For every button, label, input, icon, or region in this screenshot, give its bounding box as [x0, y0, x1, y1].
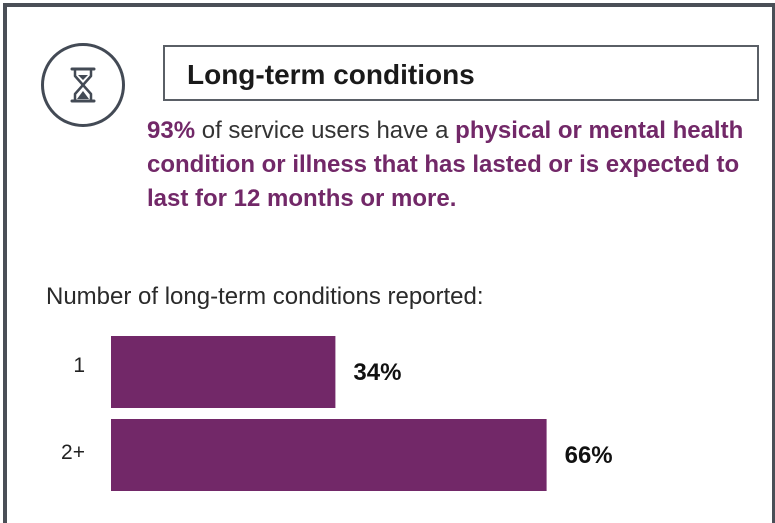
frame-left-border	[3, 3, 7, 523]
data-label-2: 66%	[565, 442, 613, 469]
stat-plain-text: of service users have a	[195, 117, 456, 144]
hourglass-icon	[41, 43, 125, 127]
category-label-1: 1	[73, 354, 85, 377]
chart-heading: Number of long-term conditions reported:	[46, 283, 484, 310]
stat-paragraph: 93% of service users have a physical or …	[147, 114, 757, 216]
stat-bold-text: physical or mental health condition or i…	[147, 117, 744, 212]
category-label-2: 2+	[61, 441, 85, 464]
stat-highlight-value: 93%	[147, 117, 196, 144]
frame-right-border	[772, 3, 775, 523]
hourglass-icon-graphic	[70, 67, 96, 103]
frame-top-border	[3, 3, 775, 7]
bar-2	[111, 419, 547, 491]
bar-1	[111, 336, 336, 408]
data-label-1: 34%	[353, 359, 401, 386]
page-title: Long-term conditions	[187, 59, 475, 90]
title-box: Long-term conditions	[163, 45, 759, 101]
